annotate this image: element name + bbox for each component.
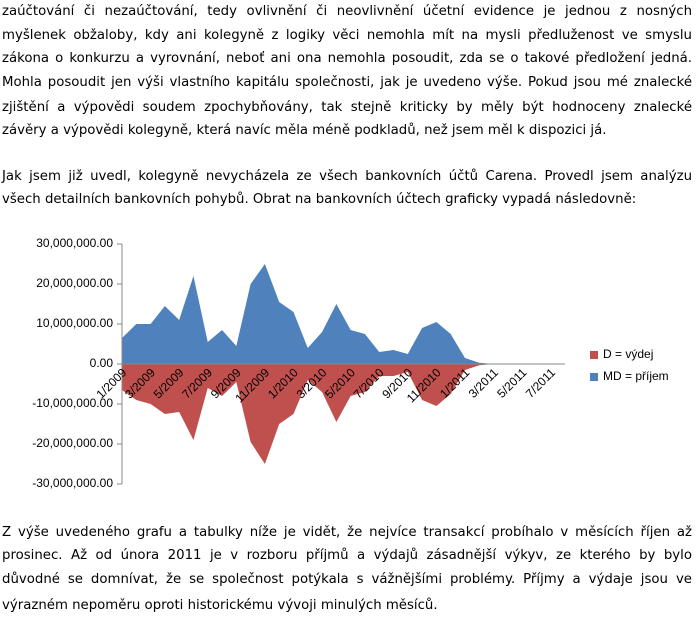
text-line: myšlenek obžaloby, kdy ani kolegyně z lo… xyxy=(2,28,692,43)
legend-label: D = výdej xyxy=(603,347,653,361)
text-line: prosinec. Až od února 2011 je v rozboru … xyxy=(2,548,692,563)
text-line: zjištění a výpovědi soudem zpochybňovány… xyxy=(2,100,692,115)
legend-swatch xyxy=(590,373,598,381)
y-tick-label: 30,000,000.00 xyxy=(36,236,113,250)
legend-label: MD = příjem xyxy=(603,369,669,383)
y-tick-label: 0.00 xyxy=(90,356,114,370)
text-line: Z výše uvedeného grafu a tabulky níže je… xyxy=(2,525,692,540)
text-line: zaúčtování či nezaúčtování, tedy ovlivně… xyxy=(2,4,692,19)
text-line: zákona o konkurzu a vyrovnání, neboť ani… xyxy=(2,51,692,66)
x-tick-label: 3/2011 xyxy=(466,365,501,400)
legend-swatch xyxy=(590,351,598,359)
text-line: výrazném nepoměru oproti historickému vý… xyxy=(2,598,438,613)
text-line: důvodné se domnívat, že se společnost po… xyxy=(2,572,692,587)
text-line: všech detailních bankovních pohybů. Obra… xyxy=(2,192,637,207)
text-line: Jak jsem již uvedl, kolegyně nevycházela… xyxy=(2,169,692,184)
y-tick-label: -20,000,000.00 xyxy=(32,436,113,450)
y-tick-label: 20,000,000.00 xyxy=(36,276,113,290)
x-tick-label: 5/2011 xyxy=(494,365,529,400)
y-tick-label: -30,000,000.00 xyxy=(32,476,113,490)
text-line: Mohla posoudit jen výši vlastního kapitá… xyxy=(2,75,692,90)
x-tick-label: 7/2011 xyxy=(523,365,558,400)
area xyxy=(122,364,565,464)
y-tick-label: 10,000,000.00 xyxy=(36,316,113,330)
y-tick-label: -10,000,000.00 xyxy=(32,396,113,410)
chart: -30,000,000.00 -20,000,000.00 -10,000,000.… xyxy=(32,236,669,490)
text-line: závěry a výpovědi kolegyně, která navíc … xyxy=(2,123,607,138)
area xyxy=(122,264,565,364)
